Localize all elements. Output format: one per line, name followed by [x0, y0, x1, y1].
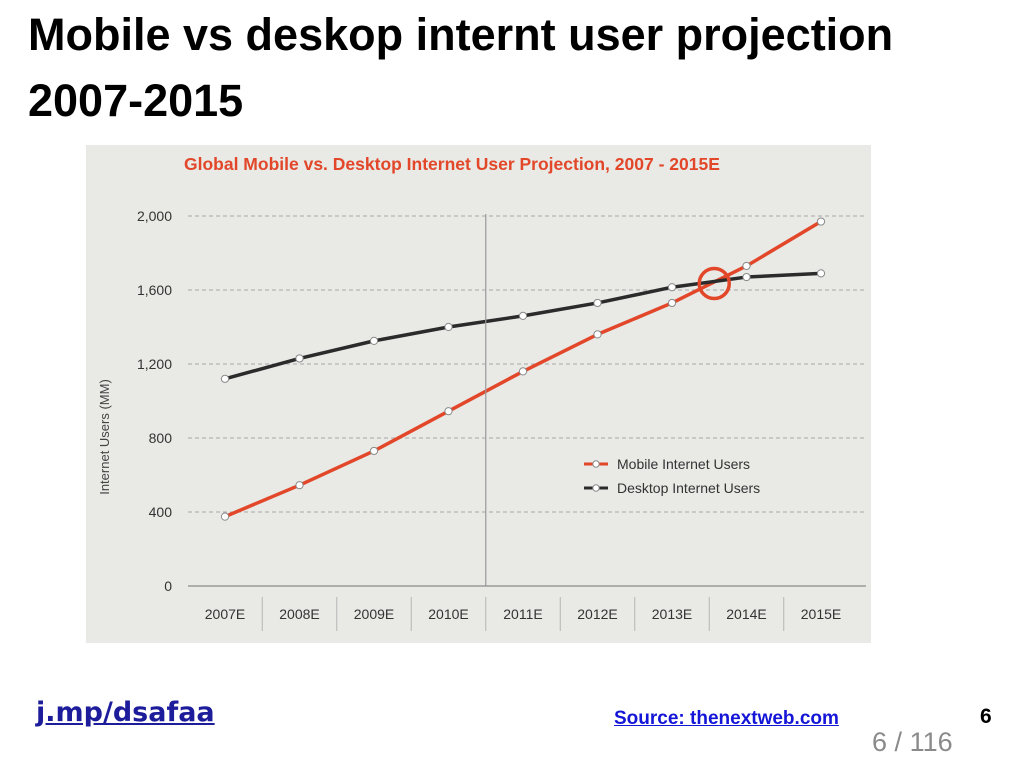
page-total: 116 [909, 727, 953, 757]
page-separator: / [894, 727, 903, 757]
x-tick-label: 2011E [503, 606, 542, 622]
desktop-series-point [518, 311, 528, 320]
x-tick-label: 2008E [279, 606, 319, 622]
x-tick-labels: 2007E 2008E 2009E 2010E 2011E 2012E 2013E 2014E… [205, 597, 841, 631]
mobile-series-legend-label: Mobile Internet Users [617, 456, 750, 472]
mobile-series-point [667, 298, 677, 308]
line-chart: Global Mobile vs. Desktop Internet User … [97, 154, 866, 631]
slide-number: 6 [980, 705, 992, 728]
x-tick-label: 2014E [726, 606, 766, 622]
slide-title: Mobile vs deskop internt user projection… [28, 9, 894, 126]
mobile-series-point [444, 407, 453, 416]
x-tick-label: 2009E [354, 606, 394, 622]
desktop-series-point [220, 374, 230, 383]
mobile-series-point [369, 446, 379, 456]
desktop-series-point [816, 269, 826, 278]
annotations [485, 214, 731, 586]
desktop-series-legend-marker [592, 484, 600, 492]
mobile-series-point [742, 261, 751, 271]
y-tick-label: 2,000 [137, 208, 172, 224]
desktop-series-point [444, 322, 453, 332]
x-tick-label: 2015E [801, 606, 841, 622]
page-current: 6 [872, 727, 888, 757]
grid-lines [188, 215, 866, 587]
y-tick-label: 1,200 [137, 356, 172, 372]
desktop-series-point [369, 336, 379, 345]
x-tick-label: 2007E [205, 606, 245, 622]
desktop-series-point [593, 298, 602, 308]
desktop-series-line [224, 271, 822, 381]
page-counter: 6 / 116 [872, 727, 953, 758]
mobile-series-legend-marker [592, 460, 600, 468]
y-tick-labels: 0 400 800 1,200 1,600 2,000 [137, 208, 172, 594]
legend: Mobile Internet Users Desktop Internet Us… [584, 456, 760, 496]
desktop-series-legend-label: Desktop Internet Users [617, 480, 760, 496]
chart-title: Global Mobile vs. Desktop Internet User … [184, 154, 720, 174]
y-tick-label: 0 [164, 578, 172, 594]
x-tick-label: 2010E [428, 606, 468, 622]
y-tick-label: 400 [149, 504, 173, 520]
short-link[interactable]: j.mp/dsafaa [36, 697, 215, 728]
desktop-series-point [742, 272, 751, 282]
mobile-series-point [220, 512, 230, 521]
y-tick-label: 800 [149, 430, 173, 446]
source-link[interactable]: Source: thenextweb.com [614, 708, 839, 729]
y-tick-label: 1,600 [137, 282, 172, 298]
x-tick-label: 2012E [577, 606, 617, 622]
mobile-series-point [816, 217, 826, 226]
series-lines [220, 217, 826, 521]
y-axis-label: Internet Users (MM) [97, 379, 112, 495]
desktop-series-point [667, 283, 677, 292]
mobile-series-point [518, 367, 528, 376]
mobile-series-point [295, 481, 304, 490]
mobile-series-point [593, 330, 602, 339]
chart-panel: Global Mobile vs. Desktop Internet User … [86, 145, 871, 643]
crossover-highlight-circle [697, 266, 731, 301]
desktop-series-point [295, 354, 304, 363]
x-tick-label: 2013E [652, 606, 692, 622]
